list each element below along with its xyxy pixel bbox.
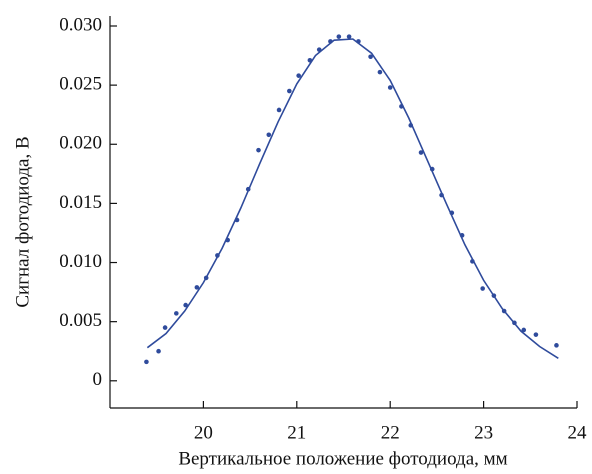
x-tick-label: 24 — [568, 422, 588, 443]
data-point — [276, 107, 282, 113]
data-point — [156, 348, 161, 354]
data-point — [521, 327, 527, 333]
data-point — [287, 88, 292, 94]
data-point — [174, 311, 179, 316]
y-tick-label: 0.005 — [59, 310, 102, 331]
data-point — [480, 286, 485, 291]
fit-line — [146, 38, 559, 360]
data-point — [266, 132, 272, 138]
y-tick-label: 0.010 — [59, 251, 102, 272]
data-point — [387, 85, 393, 90]
y-axis-label: Сигнал фотодиода, В — [12, 136, 33, 307]
y-tick-label: 0.020 — [59, 133, 102, 154]
data-point — [296, 73, 301, 78]
data-point — [554, 343, 559, 348]
data-point — [194, 285, 200, 290]
y-tick-label: 0.025 — [59, 73, 102, 94]
x-tick-label: 22 — [381, 422, 400, 443]
x-axis-label: Вертикальное положение фотодиода, мм — [178, 448, 507, 469]
x-tick-label: 20 — [194, 422, 213, 443]
y-tick-label: 0.015 — [59, 192, 102, 213]
data-point — [256, 147, 261, 153]
data-point — [418, 150, 424, 155]
data-point — [346, 34, 352, 39]
data-point — [533, 332, 539, 337]
data-point — [368, 54, 373, 60]
data-point — [144, 359, 149, 365]
y-tick-label: 0.030 — [59, 14, 102, 35]
y-tick-label: 0 — [93, 369, 103, 390]
data-point — [183, 302, 188, 308]
data-point — [336, 34, 342, 39]
data-point — [162, 325, 168, 330]
x-tick-label: 23 — [474, 422, 493, 443]
data-point — [377, 69, 383, 75]
x-tick-label: 21 — [287, 422, 306, 443]
